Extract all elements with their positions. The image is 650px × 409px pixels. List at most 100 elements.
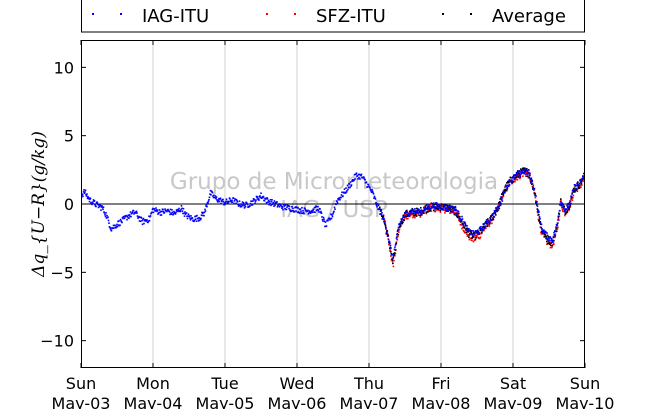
data-point (507, 185, 510, 188)
data-point (131, 212, 133, 214)
data-point (92, 199, 95, 201)
data-point (104, 215, 107, 218)
data-point (452, 207, 455, 210)
data-point (501, 197, 504, 199)
data-point (91, 201, 94, 203)
data-point (381, 211, 383, 214)
data-point (528, 172, 530, 174)
data-point (232, 197, 235, 199)
data-point (556, 224, 558, 227)
data-point (404, 211, 406, 214)
data-point (271, 199, 273, 201)
data-point (446, 209, 449, 211)
data-point (383, 218, 385, 221)
data-point (280, 203, 282, 206)
data-point (568, 201, 571, 204)
data-point (391, 257, 393, 260)
legend-label: Average (492, 6, 566, 27)
data-point (370, 191, 373, 194)
data-point (514, 175, 516, 177)
data-point (455, 209, 458, 212)
data-point (578, 187, 581, 189)
data-point (399, 222, 401, 225)
data-point (350, 185, 352, 187)
data-point (300, 210, 302, 212)
data-point (85, 195, 88, 197)
data-point (436, 206, 439, 209)
data-point (278, 203, 280, 205)
data-point (391, 260, 394, 263)
data-point (552, 239, 554, 242)
data-point (337, 198, 340, 201)
data-point (269, 202, 271, 205)
data-point (384, 223, 387, 226)
data-point (473, 233, 476, 236)
data-point (205, 205, 207, 207)
data-point (555, 226, 557, 228)
data-point (229, 198, 231, 200)
data-point (551, 244, 554, 247)
data-point (530, 181, 532, 183)
data-point (150, 212, 152, 215)
data-point (445, 204, 448, 207)
data-point (274, 204, 276, 207)
data-point (324, 221, 327, 223)
data-point (553, 234, 556, 236)
data-point (158, 209, 161, 211)
data-point (519, 173, 522, 176)
data-point (468, 228, 470, 230)
data-point (492, 218, 495, 221)
data-point (263, 199, 266, 202)
data-point (321, 218, 324, 221)
data-point (544, 230, 547, 233)
data-point (109, 226, 111, 229)
data-point (468, 238, 471, 241)
data-point (571, 199, 574, 201)
data-point (491, 213, 494, 215)
data-point (395, 241, 398, 243)
data-point (130, 215, 132, 218)
data-point (393, 252, 395, 255)
data-point (405, 215, 408, 218)
data-point (415, 213, 418, 216)
data-point (162, 210, 165, 213)
data-point (331, 215, 334, 218)
data-point (389, 242, 391, 244)
data-point (439, 209, 442, 212)
data-point (299, 208, 302, 211)
data-point (551, 241, 554, 243)
data-point (476, 229, 479, 232)
data-point (164, 208, 166, 210)
data-point (524, 173, 527, 176)
data-point (510, 176, 512, 179)
data-point (214, 196, 216, 199)
data-point (538, 219, 541, 222)
data-point (270, 200, 273, 203)
data-point (559, 203, 561, 205)
data-point (290, 210, 293, 213)
data-point (434, 207, 436, 210)
y-tick-label: 5 (64, 127, 74, 146)
data-point (538, 211, 540, 213)
data-point (413, 214, 416, 217)
data-point (240, 205, 243, 208)
data-point (310, 211, 312, 214)
data-point (551, 246, 553, 249)
data-point (525, 170, 527, 172)
data-point (543, 232, 545, 235)
data-point (464, 224, 467, 227)
data-point (433, 205, 435, 208)
data-point (532, 186, 534, 189)
data-point (197, 217, 199, 220)
data-point (424, 205, 427, 207)
data-point (276, 201, 278, 203)
data-point (543, 236, 546, 238)
data-point (428, 204, 430, 207)
data-point (285, 208, 288, 211)
data-point (126, 218, 128, 221)
data-point (519, 176, 522, 178)
data-point (313, 206, 316, 209)
data-point (545, 237, 548, 239)
data-point (86, 193, 88, 195)
data-point (231, 201, 234, 203)
